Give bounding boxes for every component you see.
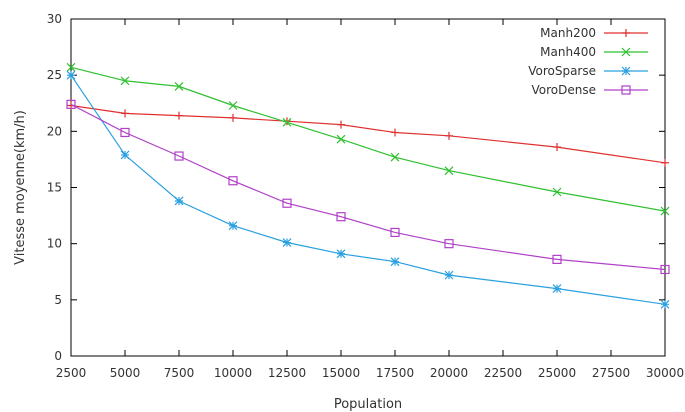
data-point	[390, 152, 400, 162]
data-point	[337, 120, 345, 129]
legend-label: Manh200	[540, 26, 596, 40]
x-tick-label: 22500	[484, 366, 522, 380]
y-tick-label: 5	[54, 293, 62, 307]
data-point	[174, 196, 184, 206]
data-point	[444, 270, 454, 280]
data-point	[661, 158, 669, 167]
data-point	[444, 166, 454, 176]
data-point	[120, 127, 130, 138]
series-line	[70, 103, 666, 271]
y-tick-label: 20	[47, 124, 62, 138]
data-point	[66, 99, 76, 109]
data-point	[444, 239, 454, 249]
legend-marker	[622, 29, 630, 37]
legend: Manh200 Manh400 VoroSparse VoroDense	[528, 26, 648, 97]
legend-marker	[621, 85, 631, 95]
data-point	[552, 187, 562, 197]
data-point	[66, 62, 76, 72]
legend-label: VoroDense	[532, 83, 597, 97]
data-point	[228, 176, 238, 186]
data-point	[282, 198, 292, 208]
y-tick-label: 0	[54, 349, 62, 363]
data-point	[121, 109, 129, 118]
data-point	[229, 113, 237, 122]
data-point	[390, 257, 400, 267]
data-point	[66, 70, 76, 80]
x-tick-label: 20000	[430, 366, 468, 380]
data-point	[336, 249, 346, 259]
y-tick-label: 15	[47, 181, 62, 195]
data-point	[282, 238, 292, 247]
x-tick-label: 10000	[214, 366, 252, 380]
series-vorodense	[66, 99, 670, 275]
series-vorosparse	[66, 70, 670, 309]
data-point	[175, 111, 183, 120]
x-tick-label: 5000	[110, 366, 141, 380]
data-point	[390, 227, 400, 238]
legend-label: Manh400	[540, 45, 596, 59]
data-point	[391, 128, 399, 137]
data-point	[660, 264, 670, 275]
legend-marker	[621, 66, 631, 76]
data-point	[282, 117, 292, 127]
series-line	[70, 74, 666, 305]
x-tick-label: 27500	[592, 366, 630, 380]
x-axis-label: Population	[334, 397, 402, 412]
data-point	[120, 150, 130, 160]
legend-marker	[621, 47, 631, 57]
x-tick-label: 7500	[164, 366, 195, 380]
y-tick-label: 30	[47, 12, 62, 26]
x-tick-label: 15000	[322, 366, 360, 380]
data-point	[228, 221, 238, 231]
y-axis-label: Vitesse moyenne(km/h)	[13, 110, 28, 265]
legend-label: VoroSparse	[528, 64, 596, 78]
series-line	[70, 104, 666, 164]
data-point	[660, 299, 670, 309]
data-point	[336, 134, 346, 144]
data-point	[336, 212, 346, 222]
data-point	[228, 101, 238, 110]
data-point	[120, 76, 130, 86]
data-point	[174, 151, 184, 161]
data-point	[552, 254, 562, 264]
x-tick-label: 25000	[538, 366, 576, 380]
x-tick-label: 2500	[56, 366, 87, 380]
y-tick-label: 25	[47, 68, 62, 82]
series-manh200	[67, 101, 669, 167]
data-point	[174, 81, 184, 91]
x-tick-label: 12500	[268, 366, 306, 380]
y-tick-label: 10	[47, 237, 62, 251]
series-layer	[66, 62, 670, 309]
data-point	[445, 131, 453, 140]
series-manh400	[66, 62, 670, 216]
series-line	[70, 66, 666, 212]
data-point	[660, 206, 670, 216]
data-point	[552, 284, 562, 294]
data-point	[553, 143, 561, 152]
axes: 0 5 10 15 20 25 30 2500 5000 7500 10000 12500 15000 1…	[47, 12, 684, 380]
x-tick-label: 17500	[376, 366, 414, 380]
x-tick-label: 30000	[646, 366, 684, 380]
